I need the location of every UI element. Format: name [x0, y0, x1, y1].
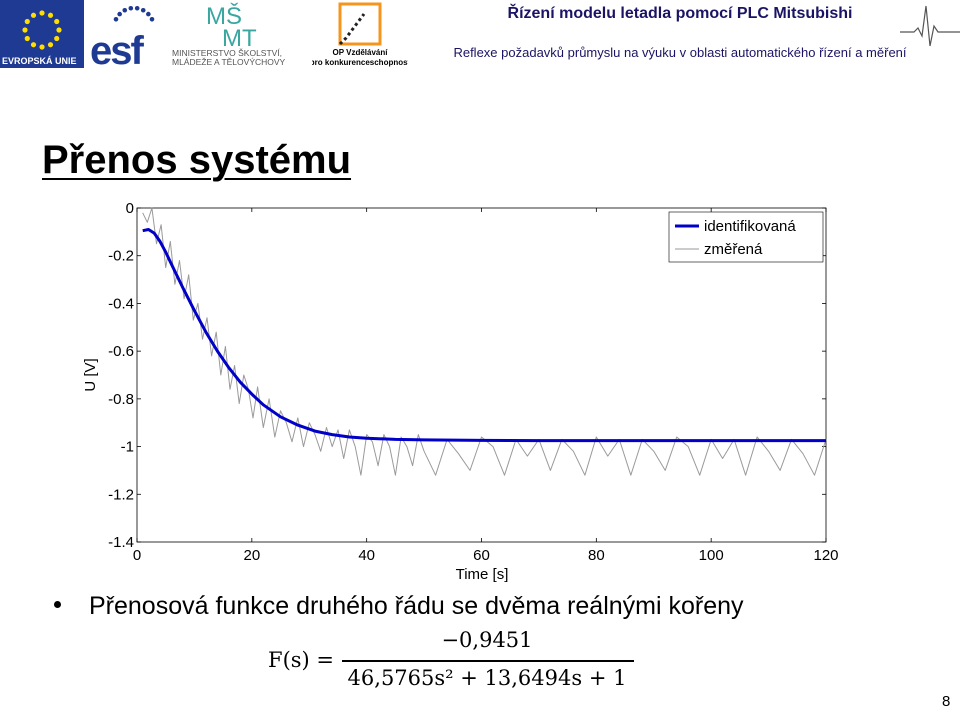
formula-denominator: 46,5765s² + 13,6494s + 1: [347, 666, 627, 690]
esf-star-icon: [149, 16, 155, 22]
esf-star-icon: [140, 7, 146, 13]
x-tick-label: 80: [588, 547, 605, 564]
y-tick-label: -0.6: [108, 343, 134, 360]
eu-star-icon: [22, 27, 28, 33]
x-tick-label: 20: [243, 547, 260, 564]
chart-xlabel: Time [s]: [456, 566, 509, 583]
eu-label: EVROPSKÁ UNIE: [2, 56, 77, 66]
x-tick-label: 0: [133, 547, 141, 564]
formula-numerator: −0,9451: [441, 628, 533, 652]
formula-fraction-bar: [342, 660, 634, 662]
esf-star-icon: [113, 16, 119, 22]
ministry-line-2: MLÁDEŽE A TĚLOVÝCHOVY: [172, 57, 286, 67]
header-title: Řízení modelu letadla pomocí PLC Mitsubi…: [507, 5, 853, 22]
x-tick-label: 40: [358, 547, 375, 564]
x-tick-label: 100: [699, 547, 724, 564]
x-tick-label: 60: [473, 547, 490, 564]
formula-lhs: F(s) =: [268, 648, 335, 672]
slide-title: Přenos systému: [42, 138, 352, 182]
chart-ylabel: U [V]: [82, 358, 99, 391]
eu-star-icon: [24, 18, 30, 25]
signal-wave-icon: [900, 5, 960, 47]
op-logo: OP Vzdělávání pro konkurenceschopnost: [312, 2, 408, 67]
eu-star-icon: [47, 42, 54, 48]
ministry-line-1: MINISTERSTVO ŠKOLSTVÍ,: [172, 48, 282, 58]
step-response-chart: 0 20 40 60 80 100 120 0 -0.2 -0.4 -0.6 -0.8 -1 -1.2 -1…: [82, 200, 839, 583]
esf-star-icon: [122, 7, 128, 13]
esf-logo: esf: [88, 2, 166, 68]
bullet-icon: [54, 600, 61, 608]
legend-box: [668, 211, 824, 263]
series-identified-line: [142, 228, 826, 443]
transfer-function-formula: F(s) = −0,9451 46,5765s² + 13,6494s + 1: [268, 628, 638, 700]
y-tick-label: -1.4: [108, 534, 134, 551]
y-tick-label: -0.4: [108, 295, 134, 312]
svg-text:MT: MT: [222, 25, 257, 52]
op-line-2: pro konkurenceschopnost: [312, 58, 408, 67]
eu-star-icon: [39, 44, 45, 50]
esf-star-icon: [146, 11, 151, 17]
y-tick-label: -0.8: [108, 391, 134, 408]
eu-star-icon: [56, 27, 62, 33]
esf-star-icon: [117, 11, 122, 17]
esf-star-icon: [134, 5, 140, 11]
y-tick-label: -0.2: [108, 248, 134, 265]
eu-star-icon: [30, 12, 37, 18]
op-line-1: OP Vzdělávání: [333, 48, 389, 57]
y-tick-label: 0: [126, 200, 134, 217]
eu-star-icon: [30, 42, 37, 48]
header-subtitle: Reflexe požadavků průmyslu na výuku v ob…: [453, 45, 907, 60]
esf-logo-text: esf: [90, 29, 144, 68]
eu-star-icon: [54, 18, 60, 25]
eu-star-icon: [24, 35, 30, 42]
bullet-transfer-function: Přenosová funkce druhého řádu se dvěma r…: [54, 592, 744, 621]
svg-text:MŠ: MŠ: [206, 2, 242, 30]
legend-label: identifikovaná: [704, 218, 796, 235]
eu-flag-logo: [0, 0, 84, 68]
bullet-text: Přenosová funkce druhého řádu se dvěma r…: [89, 592, 744, 620]
y-tick-label: -1.2: [108, 486, 134, 503]
x-tick-label: 120: [813, 547, 838, 564]
eu-star-icon: [39, 10, 45, 16]
msmt-logo: MŠ MT MINISTERSTVO ŠKOLSTVÍ, MLÁDEŽE A T…: [172, 2, 286, 67]
page-number: 8: [942, 693, 951, 710]
esf-star-icon: [128, 5, 134, 11]
eu-star-icon: [47, 12, 54, 18]
eu-star-icon: [54, 35, 60, 42]
y-tick-label: -1: [121, 439, 134, 456]
legend-label: změřená: [704, 241, 763, 258]
